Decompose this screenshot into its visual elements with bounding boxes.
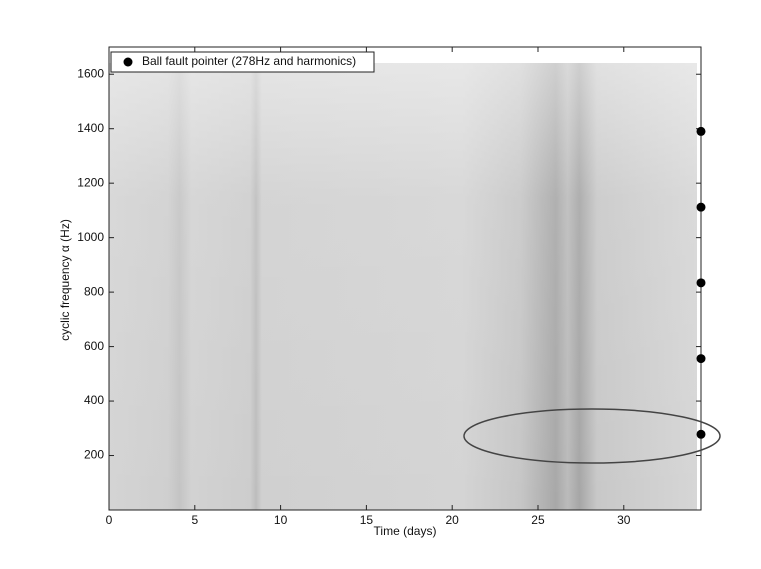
- x-axis-label: Time (days): [374, 524, 437, 538]
- legend: Ball fault pointer (278Hz and harmonics): [110, 51, 375, 73]
- x-tick-label: 20: [446, 513, 460, 527]
- x-tick-label: 15: [360, 513, 374, 527]
- y-tick-label: 200: [84, 448, 104, 462]
- y-tick-label: 400: [84, 393, 104, 407]
- y-tick-label: 600: [84, 339, 104, 353]
- legend-box: [110, 51, 375, 73]
- y-tick-label: 1400: [77, 121, 104, 135]
- spectrogram-fade: [109, 63, 697, 510]
- marker: [696, 278, 706, 288]
- x-tick-label: 5: [191, 513, 198, 527]
- y-tick-label: 800: [84, 284, 104, 298]
- marker: [696, 126, 706, 136]
- y-tick-label: 1200: [77, 175, 104, 189]
- legend-label: Ball fault pointer (278Hz and harmonics): [142, 54, 356, 68]
- highlight-ellipse: [463, 408, 721, 464]
- marker: [696, 354, 706, 364]
- y-tick-label: 1600: [77, 66, 104, 80]
- x-tick-label: 30: [617, 513, 631, 527]
- x-tick-label: 25: [531, 513, 545, 527]
- y-tick-label: 1000: [77, 230, 104, 244]
- legend-marker: [123, 57, 133, 67]
- x-tick-label: 0: [106, 513, 113, 527]
- marker: [696, 202, 706, 212]
- marker: [696, 429, 706, 439]
- x-tick-label: 10: [274, 513, 288, 527]
- y-axis-label: cyclic frequency α (Hz): [58, 219, 72, 341]
